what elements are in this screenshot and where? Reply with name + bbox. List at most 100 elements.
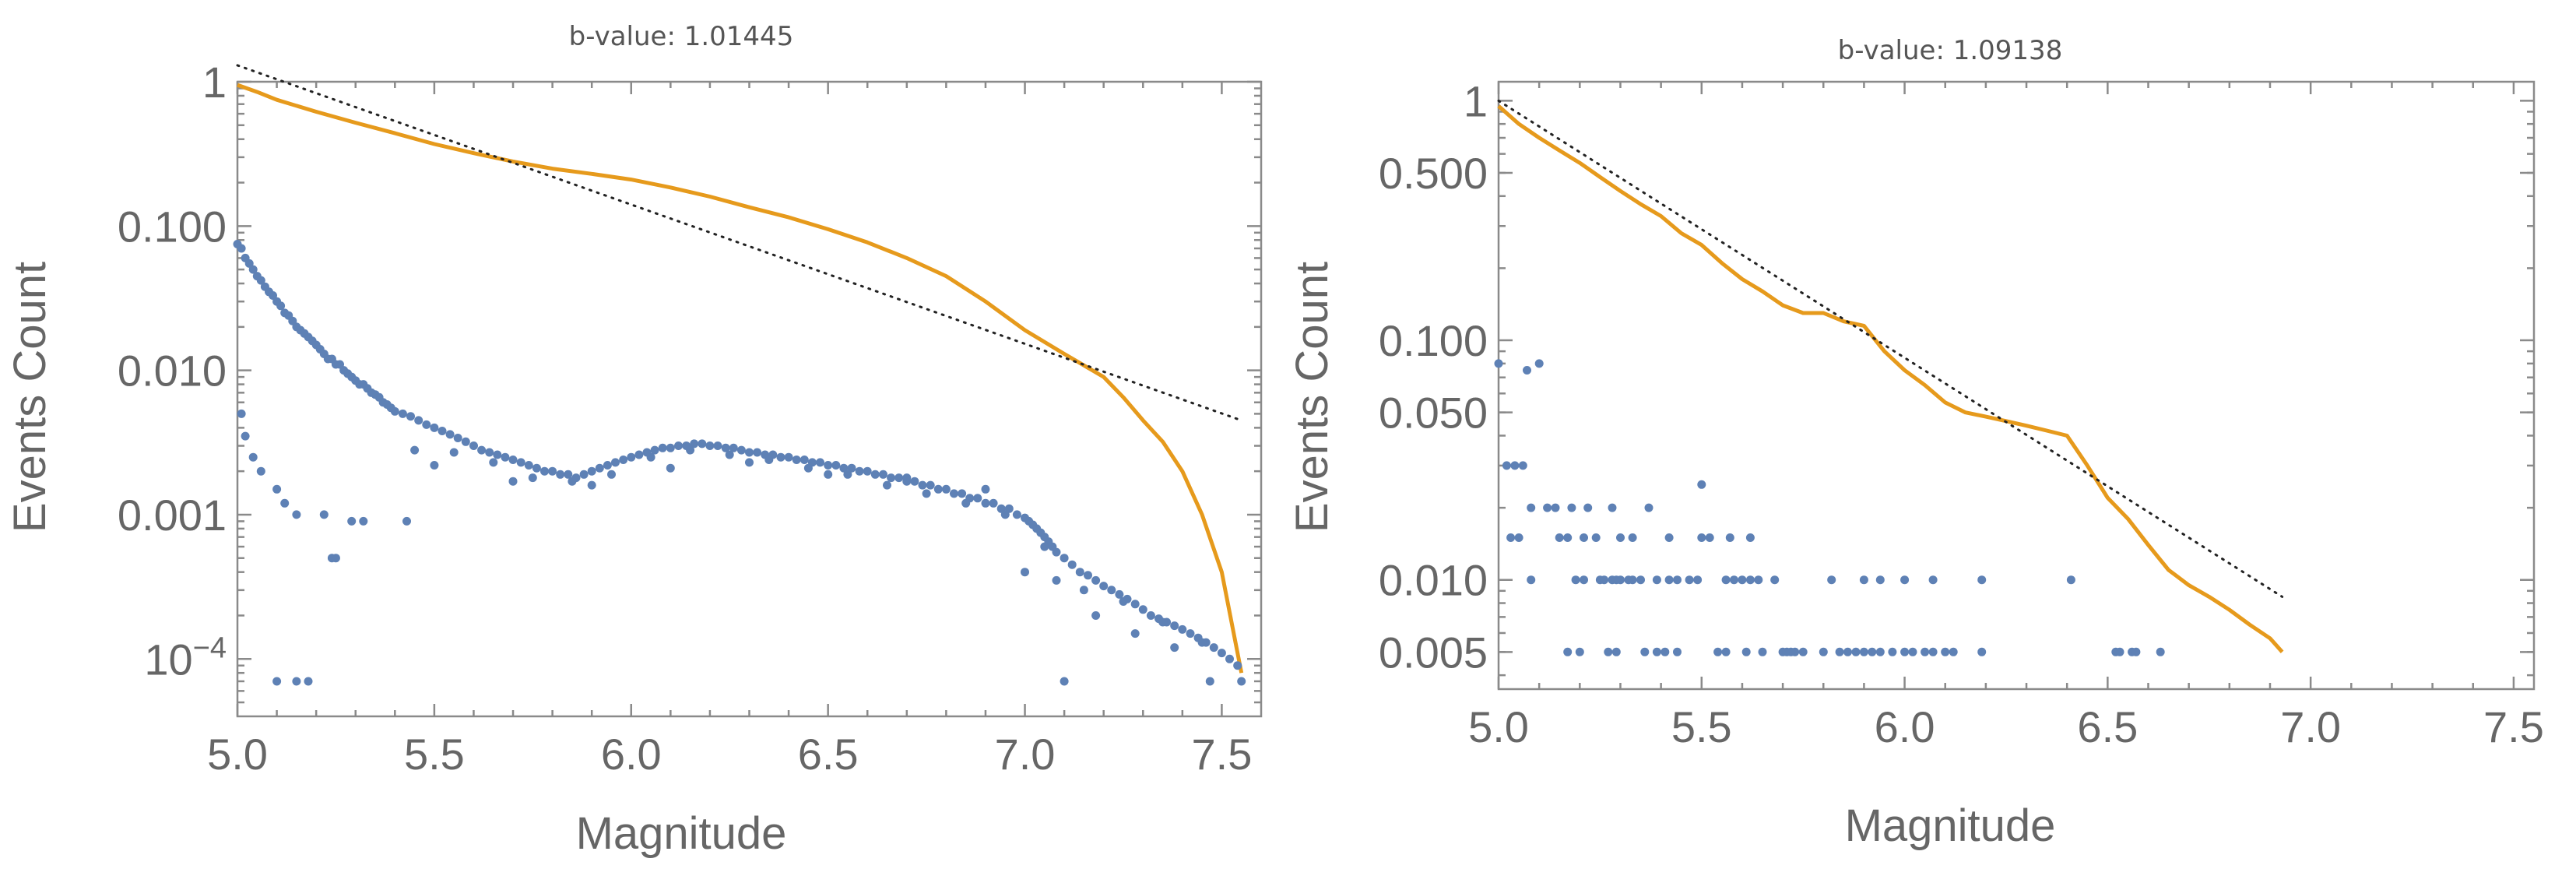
- count-point: [1186, 629, 1195, 638]
- count-point: [237, 244, 246, 253]
- count-point: [2066, 575, 2075, 585]
- count-point: [587, 480, 596, 490]
- count-point: [1119, 597, 1128, 606]
- count-point: [1673, 575, 1682, 585]
- count-point: [237, 409, 246, 418]
- count-point: [272, 677, 282, 686]
- count-point: [1875, 647, 1885, 656]
- count-point: [1741, 647, 1751, 656]
- count-point: [686, 445, 695, 455]
- y-tick-label: 0.100: [1379, 316, 1488, 365]
- count-point: [402, 516, 411, 526]
- count-point: [556, 470, 565, 479]
- count-point: [1580, 575, 1588, 585]
- y-tick-label: 10−4: [144, 631, 227, 684]
- count-point: [1551, 503, 1560, 512]
- cumulative-line: [1497, 104, 2284, 653]
- count-point: [1583, 503, 1593, 512]
- count-point: [1084, 571, 1092, 580]
- chart-left: b-value: 1.01445 Magnitude Events Count …: [5, 21, 1263, 859]
- count-point: [1608, 503, 1617, 512]
- cumulative-line: [237, 83, 1244, 674]
- count-point: [1754, 575, 1763, 585]
- count-point: [477, 445, 487, 455]
- count-point: [713, 441, 722, 450]
- count-point: [753, 448, 762, 457]
- count-point: [627, 452, 636, 462]
- chart-title: b-value: 1.09138: [1838, 35, 2063, 66]
- plot-frame: [236, 80, 1263, 718]
- count-point: [674, 441, 683, 450]
- count-point: [1725, 533, 1734, 542]
- x-tick-label: 7.0: [2280, 702, 2341, 751]
- count-point: [327, 554, 336, 563]
- count-point: [1721, 647, 1731, 656]
- count-point: [1510, 461, 1520, 470]
- count-point: [579, 470, 589, 479]
- count-point: [989, 498, 998, 508]
- count-point: [540, 466, 549, 476]
- count-point: [887, 473, 896, 483]
- count-point: [1158, 617, 1168, 627]
- count-point: [1604, 647, 1613, 656]
- y-tick-label: 0.500: [1379, 149, 1488, 198]
- x-axis-label: Magnitude: [1845, 800, 2056, 851]
- count-point: [1060, 554, 1069, 563]
- count-point: [1518, 461, 1527, 470]
- count-point: [256, 276, 265, 285]
- count-point: [658, 443, 667, 452]
- count-point: [1130, 600, 1140, 609]
- count-point: [1107, 586, 1116, 595]
- count-point: [501, 452, 510, 462]
- y-tick-label: 0.050: [1379, 389, 1488, 438]
- count-point: [1580, 533, 1588, 542]
- count-point: [1555, 533, 1564, 542]
- x-tick-label: 7.5: [2483, 702, 2544, 751]
- y-tick-label: 0.005: [1379, 628, 1488, 677]
- count-point: [1888, 647, 1897, 656]
- count-point: [1099, 582, 1109, 591]
- count-point: [1977, 647, 1987, 656]
- count-point: [1591, 533, 1601, 542]
- count-point: [764, 456, 774, 464]
- count-point: [1745, 575, 1755, 585]
- count-point: [690, 439, 699, 449]
- count-point: [1225, 654, 1234, 663]
- count-point: [973, 494, 982, 503]
- count-point: [824, 470, 833, 479]
- count-point: [449, 448, 459, 457]
- count-point: [961, 498, 971, 508]
- count-point: [1664, 533, 1674, 542]
- count-point: [453, 434, 462, 442]
- count-point: [910, 477, 919, 486]
- y-axis-label: Events Count: [1287, 262, 1337, 533]
- count-point: [1514, 533, 1523, 542]
- count-point: [1693, 575, 1703, 585]
- count-point: [1197, 638, 1207, 647]
- count-point: [406, 412, 415, 421]
- count-point: [803, 463, 813, 473]
- x-tick-label: 5.0: [1468, 702, 1529, 751]
- count-point: [725, 450, 734, 459]
- count-point: [1843, 647, 1852, 656]
- count-point: [398, 409, 407, 418]
- count-point: [1859, 575, 1868, 585]
- count-point: [1138, 605, 1147, 614]
- count-point: [1170, 643, 1179, 653]
- x-tick-label: 5.5: [1671, 702, 1732, 751]
- count-point: [1494, 359, 1503, 368]
- count-point: [2156, 647, 2165, 656]
- count-point: [1661, 647, 1670, 656]
- count-point: [1636, 575, 1645, 585]
- y-tick-label: 0.100: [118, 202, 227, 251]
- count-point: [1527, 575, 1536, 585]
- count-point: [493, 450, 502, 459]
- count-point: [1616, 533, 1625, 542]
- count-point: [1835, 647, 1844, 656]
- count-point: [508, 456, 518, 464]
- count-point: [1628, 575, 1637, 585]
- x-tick-label: 6.0: [601, 730, 662, 779]
- y-tick-label: 0.001: [118, 491, 227, 540]
- y-axis-label: Events Count: [5, 262, 55, 533]
